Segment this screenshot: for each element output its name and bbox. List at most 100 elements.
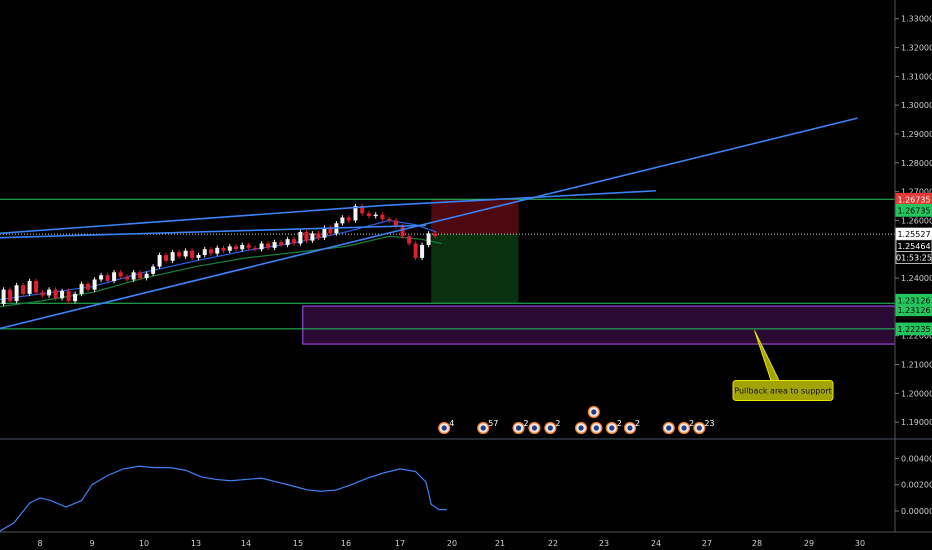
candle[interactable] [393,220,398,227]
candle[interactable] [272,242,277,248]
candle[interactable] [380,214,385,219]
candle[interactable] [86,283,91,290]
event-badge-count: 57 [488,419,498,428]
candle[interactable] [21,285,26,294]
candle[interactable] [360,206,365,214]
candle[interactable] [170,252,175,261]
candle[interactable] [234,246,238,250]
time-tick-label: 23 [599,539,609,548]
support-zone[interactable] [302,305,896,345]
candle[interactable] [407,236,412,244]
candle[interactable] [183,250,188,257]
candle[interactable] [125,276,130,280]
candle[interactable] [196,255,201,258]
trend-line-1[interactable] [0,117,858,330]
price-label-1 [895,203,932,217]
trend-line-0[interactable] [0,189,657,235]
candle[interactable] [131,272,136,280]
candle[interactable] [60,291,65,299]
candle[interactable] [164,255,169,261]
candle[interactable] [316,233,321,238]
price-label-text: 1.25464 [897,242,930,251]
flag-icon [609,425,615,431]
candle[interactable] [73,293,78,302]
candle[interactable] [253,247,258,250]
candle[interactable] [373,214,378,217]
candle[interactable] [47,289,52,296]
candle[interactable] [413,243,418,258]
candle[interactable] [285,239,290,245]
candle[interactable] [426,233,431,245]
time-tick-label: 17 [395,539,405,548]
risk-box-target[interactable] [431,234,519,304]
candle[interactable] [266,243,271,248]
candle[interactable] [144,273,149,279]
event-badge-count: 23 [704,419,714,428]
candle[interactable] [328,227,333,234]
candle[interactable] [304,231,309,241]
price-tick-label: 1.29000 [901,130,932,139]
candle[interactable] [310,233,315,241]
candle[interactable] [420,244,425,258]
candle[interactable] [105,275,110,281]
candle[interactable] [259,243,264,250]
candle[interactable] [177,252,182,257]
candle[interactable] [27,280,32,294]
candle[interactable] [353,206,358,221]
event-badge-count: 2 [617,419,622,428]
annotation-callout[interactable] [732,379,834,401]
candle[interactable] [118,272,123,277]
moving-average-0 [0,219,437,301]
candle[interactable] [227,246,232,251]
candle[interactable] [1,289,6,305]
candle[interactable] [34,280,39,293]
oscillator-tick-label: 0.00200 [901,481,932,490]
candle[interactable] [99,275,104,280]
trend-line-2[interactable] [0,224,427,239]
price-label-text: 1.22235 [897,325,930,334]
candle[interactable] [112,272,117,281]
candle[interactable] [346,217,351,221]
time-tick-label: 15 [293,539,303,548]
flag-icon [441,425,447,431]
event-badge-count: 2 [555,419,560,428]
time-tick-label: 16 [341,539,351,548]
candle[interactable] [190,250,195,258]
candle[interactable] [433,233,438,237]
candle[interactable] [240,244,245,250]
candle[interactable] [40,292,45,296]
candle[interactable] [221,247,226,251]
candle[interactable] [322,227,327,238]
price-tick-label: 1.30000 [901,101,932,110]
candle[interactable] [138,272,143,279]
flag-icon [627,425,633,431]
candle[interactable] [202,249,207,256]
candle[interactable] [387,219,392,221]
candle[interactable] [340,217,345,224]
flag-icon [480,425,486,431]
candle[interactable] [209,249,213,254]
candle[interactable] [292,239,297,244]
candle[interactable] [157,255,162,267]
candle[interactable] [215,247,220,254]
candle[interactable] [66,291,71,302]
candle[interactable] [79,283,84,294]
time-tick-label: 27 [702,539,712,548]
candle[interactable] [8,289,13,302]
flag-icon [666,425,672,431]
candle[interactable] [246,244,251,248]
price-tick-label: 1.26000 [901,216,932,225]
candle[interactable] [366,213,371,217]
candle[interactable] [400,226,405,237]
candle[interactable] [53,289,58,299]
candle[interactable] [151,266,156,274]
price-label-7 [895,322,932,336]
candle[interactable] [14,285,19,302]
price-label-text: 1.26735 [897,195,930,204]
time-tick-label: 10 [139,539,149,548]
candle[interactable] [279,242,284,245]
candle[interactable] [298,231,303,244]
price-label-text: 1.25527 [897,230,930,239]
candle[interactable] [92,279,97,290]
